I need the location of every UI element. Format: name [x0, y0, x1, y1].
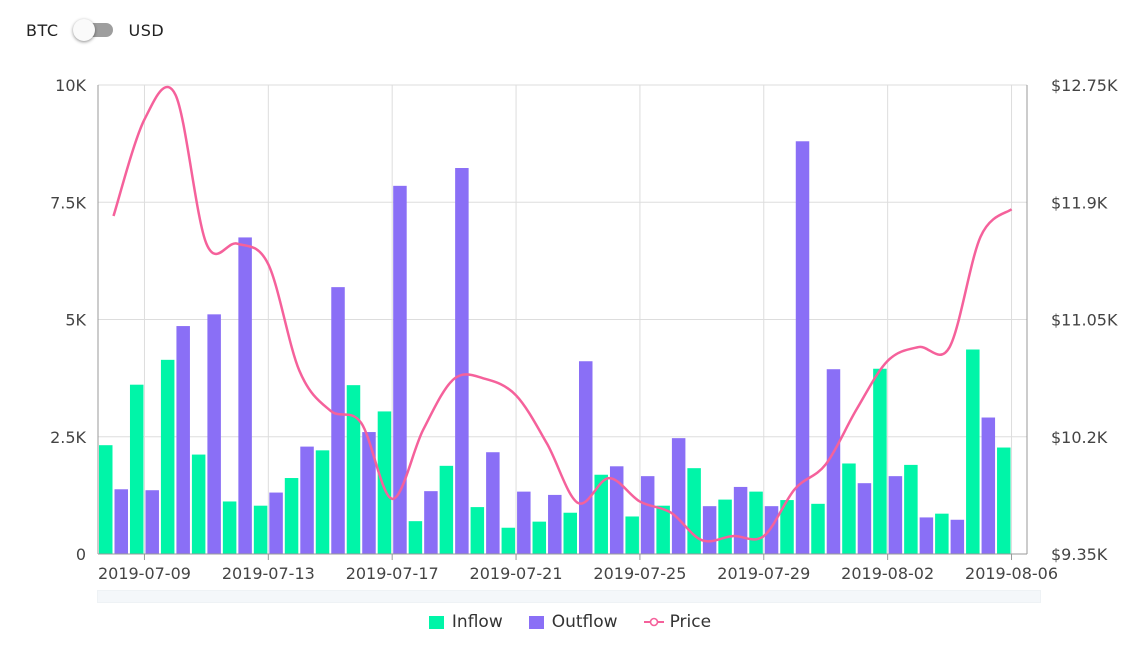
x-tick-label: 2019-07-21	[470, 564, 563, 583]
outflow-bar	[950, 519, 965, 554]
inflow-bar	[904, 464, 918, 554]
outflow-bar	[826, 369, 841, 554]
usd-label[interactable]: USD	[128, 20, 165, 40]
outflow-bar	[579, 361, 593, 554]
outflow-bar	[114, 489, 128, 554]
outflow-bar	[640, 476, 655, 554]
outflow-bar	[609, 466, 624, 554]
y-right-tick-label: $11.05K	[1051, 311, 1118, 330]
inflow-bar	[160, 359, 175, 554]
x-tick-label: 2019-08-02	[841, 564, 934, 583]
outflow-bar	[486, 452, 500, 554]
inflow-bar	[625, 516, 639, 554]
inflow-bar	[284, 478, 299, 554]
x-tick-label: 2019-07-29	[717, 564, 810, 583]
inflow-bar	[594, 474, 608, 554]
inflow-bar	[253, 505, 268, 554]
inflow-bar	[749, 491, 763, 554]
inflow-bar	[501, 527, 516, 554]
outflow-bar	[919, 517, 934, 554]
outflow-bar	[331, 287, 345, 554]
legend-swatch-outflow	[528, 615, 544, 629]
outflow-bar	[857, 483, 872, 554]
outflow-bar	[733, 486, 748, 554]
outflow-bar	[888, 476, 903, 554]
chart-axes: 0 2.5K 5K 7.5K 10K $9.35K $10.2K $11.05K $11.9K $…	[50, 76, 1118, 583]
x-tick-label: 2019-07-17	[346, 564, 439, 583]
outflow-bar	[455, 168, 469, 554]
inflow-bar	[346, 385, 361, 554]
inflow-bar	[408, 521, 423, 554]
inflow-bar	[99, 445, 113, 554]
x-tick-label: 2019-08-06	[965, 564, 1058, 583]
outflow-bar	[517, 491, 531, 554]
inflow-bar	[222, 501, 237, 554]
inflow-bar	[966, 349, 980, 554]
inflow-bar	[563, 512, 577, 554]
outflow-bar	[702, 506, 717, 554]
outflow-bar	[981, 417, 996, 554]
flow-chart: 0 2.5K 5K 7.5K 10K $9.35K $10.2K $11.05K $11.9K $…	[50, 76, 1118, 583]
legend-swatch-inflow	[428, 615, 444, 629]
legend-item-price[interactable]: Price	[643, 612, 712, 632]
outflow-bar	[269, 492, 283, 554]
chart-grid	[98, 84, 1027, 554]
x-tick-label: 2019-07-25	[593, 564, 686, 583]
legend-item-inflow[interactable]: Inflow	[428, 612, 503, 632]
btc-label[interactable]: BTC	[26, 20, 59, 40]
outflow-bar	[424, 491, 438, 554]
inflow-bar	[997, 447, 1011, 554]
x-tick-label: 2019-07-13	[222, 564, 315, 583]
y-right-tick-label: $9.35K	[1051, 545, 1108, 564]
y-left-tick-label: 7.5K	[50, 193, 86, 212]
inflow-bar	[935, 513, 949, 554]
outflow-bar	[795, 141, 810, 554]
unit-toggle-row: BTC USD	[26, 18, 164, 42]
outflow-bar	[393, 185, 407, 554]
inflow-bar	[129, 384, 144, 554]
legend-swatch-price	[643, 617, 664, 627]
y-left-tick-label: 5K	[65, 311, 86, 330]
y-left-tick-label: 10K	[55, 76, 86, 95]
unit-switch[interactable]	[73, 18, 114, 42]
y-left-tick-label: 0	[76, 545, 86, 564]
x-tick-label: 2019-07-09	[98, 564, 191, 583]
chart-scrollbar[interactable]	[97, 590, 1041, 603]
outflow-bar	[362, 432, 376, 554]
inflow-bar	[718, 499, 732, 554]
inflow-bar	[191, 454, 206, 554]
chart-legend: Inflow Outflow Price	[0, 610, 1140, 634]
inflow-bar	[873, 368, 887, 554]
y-right-tick-label: $10.2K	[1051, 428, 1108, 447]
outflow-bar	[207, 314, 221, 554]
outflow-bar	[300, 446, 314, 554]
inflow-bar	[780, 500, 794, 554]
inflow-bar	[315, 450, 330, 554]
inflow-bar	[842, 463, 856, 554]
inflow-bar	[656, 505, 670, 554]
legend-item-outflow[interactable]: Outflow	[528, 612, 618, 632]
outflow-bar	[548, 494, 562, 554]
inflow-bar	[811, 503, 825, 554]
legend-label-price: Price	[669, 612, 712, 632]
inflow-bar	[470, 507, 485, 554]
inflow-bar	[377, 411, 392, 554]
outflow-bar	[238, 237, 252, 555]
inflow-bar	[439, 465, 454, 554]
outflow-bar	[145, 490, 159, 554]
outflow-bar	[671, 438, 686, 554]
inflow-bar	[687, 468, 701, 554]
y-left-tick-label: 2.5K	[50, 428, 86, 447]
price-line-group	[112, 85, 1013, 543]
chart-bars	[99, 141, 1011, 555]
price-line	[112, 85, 1013, 543]
outflow-bar	[176, 326, 190, 554]
y-right-tick-label: $11.9K	[1051, 193, 1108, 212]
outflow-bar	[764, 506, 779, 554]
legend-label-inflow: Inflow	[451, 612, 503, 632]
inflow-bar	[532, 521, 547, 554]
legend-label-outflow: Outflow	[551, 612, 618, 632]
unit-switch-knob[interactable]	[73, 19, 96, 41]
y-right-tick-label: $12.75K	[1051, 76, 1118, 95]
